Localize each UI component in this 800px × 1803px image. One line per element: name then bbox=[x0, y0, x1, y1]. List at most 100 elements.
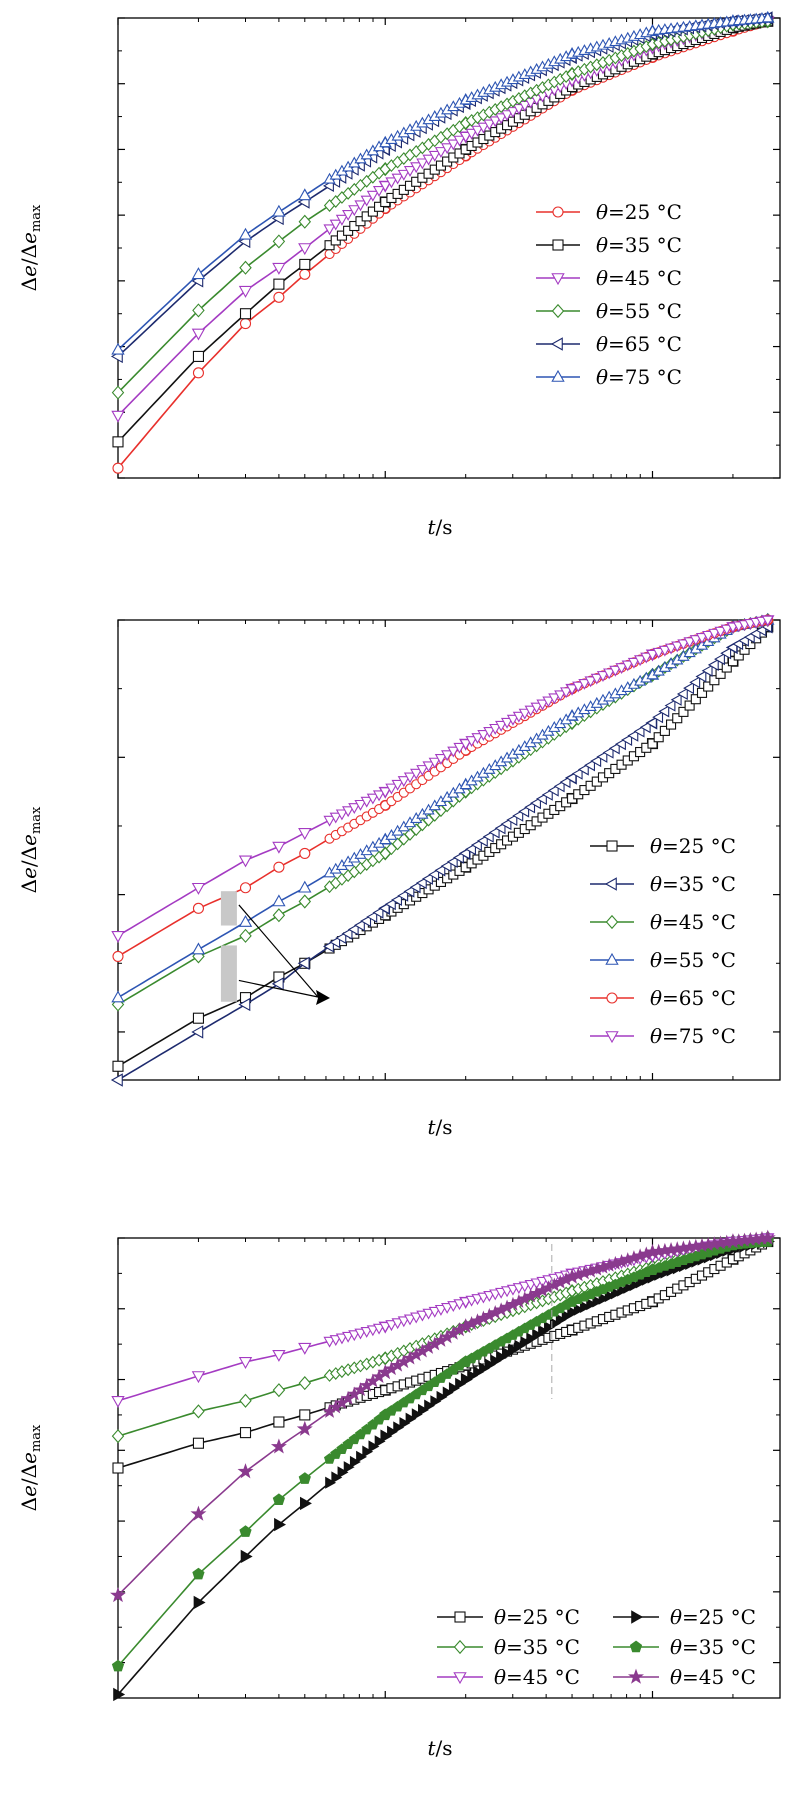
data-point bbox=[112, 950, 124, 962]
data-point bbox=[555, 1313, 567, 1326]
data-point bbox=[596, 750, 608, 763]
data-point bbox=[440, 859, 452, 873]
data-point bbox=[403, 772, 417, 784]
data-point bbox=[635, 1276, 647, 1289]
legend-marker bbox=[552, 239, 564, 251]
data-point bbox=[192, 1567, 205, 1580]
data-point bbox=[508, 1343, 520, 1356]
legend-label: θ=35 °C bbox=[650, 872, 736, 896]
data-point bbox=[489, 723, 502, 735]
data-point bbox=[112, 436, 124, 448]
data-point bbox=[602, 746, 614, 759]
data-point bbox=[477, 730, 490, 741]
data-point bbox=[500, 817, 512, 831]
plot-frame bbox=[117, 619, 781, 1081]
data-point bbox=[514, 1339, 526, 1353]
data-point bbox=[354, 1328, 367, 1340]
data-point bbox=[272, 908, 286, 923]
data-point bbox=[422, 154, 435, 166]
data-point bbox=[342, 806, 355, 818]
annotation-arrow bbox=[238, 979, 319, 998]
data-point bbox=[113, 1687, 126, 1702]
data-point bbox=[506, 813, 518, 826]
data-point bbox=[192, 303, 205, 318]
data-point bbox=[470, 838, 482, 852]
data-point bbox=[640, 652, 653, 664]
data-point bbox=[658, 705, 670, 718]
legend-item: θ=35 °C bbox=[437, 1635, 580, 1659]
x-axis-label: t/s bbox=[427, 515, 452, 539]
legend-label: θ=25 °C bbox=[494, 1605, 580, 1629]
legend-marker bbox=[605, 952, 619, 965]
data-point bbox=[297, 956, 310, 970]
data-point bbox=[239, 1525, 252, 1537]
data-point bbox=[422, 761, 435, 773]
data-point bbox=[323, 940, 334, 953]
data-point bbox=[366, 190, 379, 202]
data-point bbox=[441, 1303, 454, 1314]
data-point bbox=[653, 732, 664, 743]
data-point bbox=[410, 162, 423, 174]
data-point bbox=[296, 1420, 313, 1436]
data-point bbox=[565, 684, 579, 696]
data-point bbox=[385, 177, 398, 189]
data-point bbox=[690, 694, 701, 705]
data-point bbox=[608, 742, 620, 755]
data-point bbox=[372, 1323, 386, 1335]
data-point bbox=[489, 116, 502, 128]
data-point bbox=[538, 1324, 550, 1338]
y-axis-label: Δe/Δemax bbox=[17, 1424, 44, 1511]
data-point bbox=[634, 655, 647, 667]
data-point bbox=[372, 906, 384, 919]
data-point bbox=[299, 1409, 311, 1421]
legend-marker bbox=[550, 337, 563, 351]
legend-marker bbox=[552, 206, 564, 218]
data-point bbox=[379, 181, 392, 193]
legend-item: θ=65 °C bbox=[536, 332, 682, 356]
data-point bbox=[348, 205, 361, 217]
data-point bbox=[360, 796, 373, 808]
legend-label: θ=45 °C bbox=[650, 910, 736, 934]
data-point bbox=[459, 131, 472, 143]
data-point bbox=[192, 1437, 204, 1449]
data-point bbox=[506, 714, 520, 726]
data-point bbox=[112, 462, 124, 474]
data-point bbox=[641, 1273, 653, 1286]
data-point bbox=[490, 1354, 502, 1367]
legend-label: θ=45 °C bbox=[670, 1665, 756, 1689]
data-point bbox=[695, 633, 709, 644]
data-point bbox=[409, 881, 421, 894]
data-point bbox=[111, 1659, 125, 1672]
data-point bbox=[391, 893, 402, 907]
data-point bbox=[274, 1517, 287, 1532]
data-point bbox=[512, 711, 525, 723]
data-point bbox=[446, 855, 458, 868]
data-point bbox=[715, 668, 726, 679]
data-point bbox=[488, 826, 500, 839]
data-point bbox=[586, 1298, 598, 1311]
data-point bbox=[393, 1421, 405, 1434]
data-point bbox=[240, 1549, 253, 1564]
data-point bbox=[689, 676, 701, 689]
legend-marker bbox=[604, 877, 617, 891]
data-point bbox=[441, 750, 454, 762]
data-point bbox=[447, 746, 460, 758]
legend-label: θ=45 °C bbox=[494, 1665, 580, 1689]
data-point bbox=[191, 942, 206, 955]
data-point bbox=[547, 784, 559, 797]
data-point bbox=[272, 1383, 286, 1398]
data-point bbox=[467, 1369, 479, 1382]
data-point bbox=[484, 1358, 496, 1371]
data-point bbox=[434, 147, 448, 158]
step-marker bbox=[220, 945, 237, 1002]
data-point bbox=[530, 702, 543, 714]
legend-label: θ=55 °C bbox=[650, 948, 736, 972]
data-point bbox=[567, 1306, 579, 1319]
data-point bbox=[239, 1393, 252, 1408]
data-point bbox=[436, 1390, 448, 1404]
data-point bbox=[441, 143, 454, 155]
data-point bbox=[610, 1287, 622, 1300]
data-point bbox=[380, 1430, 392, 1443]
data-point bbox=[403, 1314, 417, 1326]
legend-item: θ=25 °C bbox=[536, 200, 682, 224]
